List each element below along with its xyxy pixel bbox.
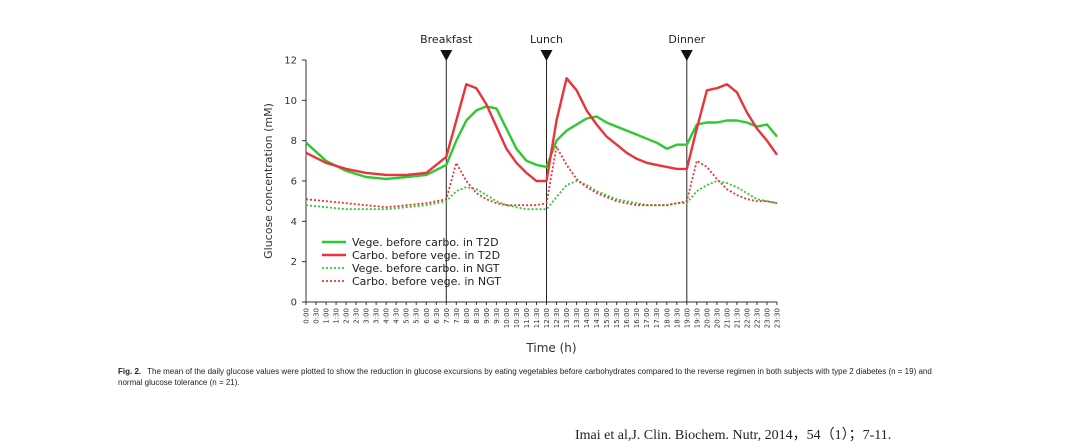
x-tick-label: 23:00 <box>763 308 771 328</box>
y-tick-label: 2 <box>291 257 297 268</box>
x-tick-label: 6:30 <box>433 308 441 324</box>
x-tick-label: 20:00 <box>703 308 711 328</box>
x-tick-label: 0:30 <box>313 308 321 324</box>
y-tick-label: 12 <box>284 56 297 67</box>
x-tick-label: 5:30 <box>413 308 421 324</box>
x-tick-label: 5:00 <box>403 308 411 324</box>
x-tick-label: 14:30 <box>593 308 601 328</box>
x-tick-label: 10:30 <box>513 308 521 328</box>
glucose-chart: 0 2 4 6 8 10 12 0:000:301:001:302:002:303:003:3… <box>0 0 1080 360</box>
x-tick-label: 2:30 <box>353 308 361 324</box>
x-tick-label: 21:30 <box>733 308 741 328</box>
x-tick-label: 8:00 <box>463 308 471 324</box>
figure-caption-text: The mean of the daily glucose values wer… <box>118 367 932 387</box>
x-tick-label: 15:30 <box>613 308 621 328</box>
x-tick-label: 17:00 <box>643 308 651 328</box>
y-tick-label: 10 <box>284 96 297 107</box>
y-tick-label: 4 <box>291 217 297 228</box>
x-tick-label: 2:00 <box>343 308 351 324</box>
meal-marker-icon <box>681 50 693 61</box>
x-tick-label: 15:00 <box>603 308 611 328</box>
x-tick-label: 7:30 <box>453 308 461 324</box>
x-tick-label: 17:30 <box>653 308 661 328</box>
x-tick-label: 18:00 <box>663 308 671 328</box>
x-tick-label: 10:00 <box>503 308 511 328</box>
x-tick-label: 9:30 <box>493 308 501 324</box>
x-tick-label: 0:00 <box>303 308 311 324</box>
legend-label: Carbo. before vege. in T2D <box>352 249 500 262</box>
x-tick-label: 6:00 <box>423 308 431 324</box>
x-tick-label: 21:00 <box>723 308 731 328</box>
x-tick-label: 19:00 <box>683 308 691 328</box>
legend-label: Vege. before carbo. in T2D <box>352 236 499 249</box>
x-tick-label: 3:00 <box>363 308 371 324</box>
x-tick-label: 11:00 <box>523 308 531 328</box>
x-tick-label: 3:30 <box>373 308 381 324</box>
x-tick-label: 9:00 <box>483 308 491 324</box>
x-tick-label: 23:30 <box>774 308 782 328</box>
meal-marker-icon <box>440 50 452 61</box>
y-tick-label: 0 <box>291 298 297 309</box>
x-tick-label: 1:00 <box>323 308 331 324</box>
x-tick-label: 19:30 <box>693 308 701 328</box>
x-tick-label: 4:30 <box>393 308 401 324</box>
citation: Imai et al,J. Clin. Biochem. Nutr, 2014，… <box>575 424 891 444</box>
x-tick-label: 16:30 <box>633 308 641 328</box>
x-tick-label: 7:00 <box>443 308 451 324</box>
x-tick-label: 11:30 <box>533 308 541 328</box>
x-tick-label: 8:30 <box>473 308 481 324</box>
x-tick-label: 20:30 <box>713 308 721 328</box>
meal-label: Breakfast <box>420 33 473 46</box>
x-tick-label: 16:00 <box>623 308 631 328</box>
x-axis-label: Time (h) <box>525 341 576 355</box>
y-tick-label: 8 <box>291 136 297 147</box>
x-tick-label: 12:00 <box>543 308 551 328</box>
series-line <box>306 181 777 209</box>
x-tick-label: 18:30 <box>673 308 681 328</box>
meal-label: Lunch <box>530 33 563 46</box>
y-axis-label: Glucose concentration (mM) <box>262 103 275 259</box>
figure-caption: Fig. 2.The mean of the daily glucose val… <box>118 366 938 388</box>
x-tick-label: 22:30 <box>753 308 761 328</box>
x-tick-label: 4:00 <box>383 308 391 324</box>
series-line <box>306 106 777 179</box>
x-tick-label: 22:00 <box>743 308 751 328</box>
x-tick-label: 12:30 <box>553 308 561 328</box>
meal-label: Dinner <box>668 33 705 46</box>
x-tick-label: 13:30 <box>573 308 581 328</box>
figure-label: Fig. 2. <box>118 367 141 376</box>
legend-label: Carbo. before vege. in NGT <box>352 275 501 288</box>
x-tick-label: 13:00 <box>563 308 571 328</box>
x-tick-label: 14:00 <box>583 308 591 328</box>
legend-label: Vege. before carbo. in NGT <box>352 262 500 275</box>
x-tick-label: 1:30 <box>333 308 341 324</box>
y-tick-label: 6 <box>291 177 297 188</box>
meal-marker-icon <box>541 50 553 61</box>
